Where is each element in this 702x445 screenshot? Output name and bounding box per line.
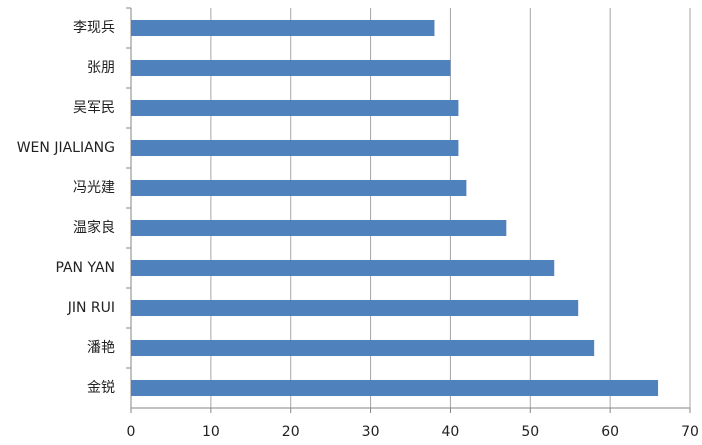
x-tick-label: 60 bbox=[601, 424, 619, 440]
bar bbox=[131, 300, 579, 316]
x-tick-label: 40 bbox=[442, 424, 460, 440]
y-tick-label: 潘艳 bbox=[87, 340, 115, 356]
bar bbox=[131, 20, 435, 36]
x-tick-label: 20 bbox=[282, 424, 300, 440]
bar bbox=[131, 100, 459, 116]
bar bbox=[131, 380, 659, 396]
y-tick-label: 温家良 bbox=[73, 219, 115, 236]
y-tick-label: 张朋 bbox=[87, 60, 115, 76]
bar bbox=[131, 60, 451, 76]
x-tick-label: 70 bbox=[681, 424, 699, 440]
x-tick-label: 50 bbox=[521, 424, 539, 440]
x-tick-label: 10 bbox=[202, 424, 220, 440]
y-tick-label: PAN YAN bbox=[55, 260, 115, 276]
y-tick-label: 李现兵 bbox=[73, 20, 115, 36]
bar bbox=[131, 260, 555, 276]
bar bbox=[131, 340, 595, 356]
y-tick-label: WEN JIALIANG bbox=[17, 140, 115, 156]
bar bbox=[131, 140, 459, 156]
bar bbox=[131, 180, 467, 196]
y-tick-label: JIN RUI bbox=[67, 300, 115, 316]
y-tick-label: 吴军民 bbox=[73, 100, 115, 116]
y-tick-label: 金锐 bbox=[87, 380, 115, 396]
x-tick-label: 0 bbox=[127, 424, 136, 440]
bar bbox=[131, 220, 507, 236]
y-tick-label: 冯光建 bbox=[73, 180, 115, 196]
x-tick-label: 30 bbox=[362, 424, 380, 440]
